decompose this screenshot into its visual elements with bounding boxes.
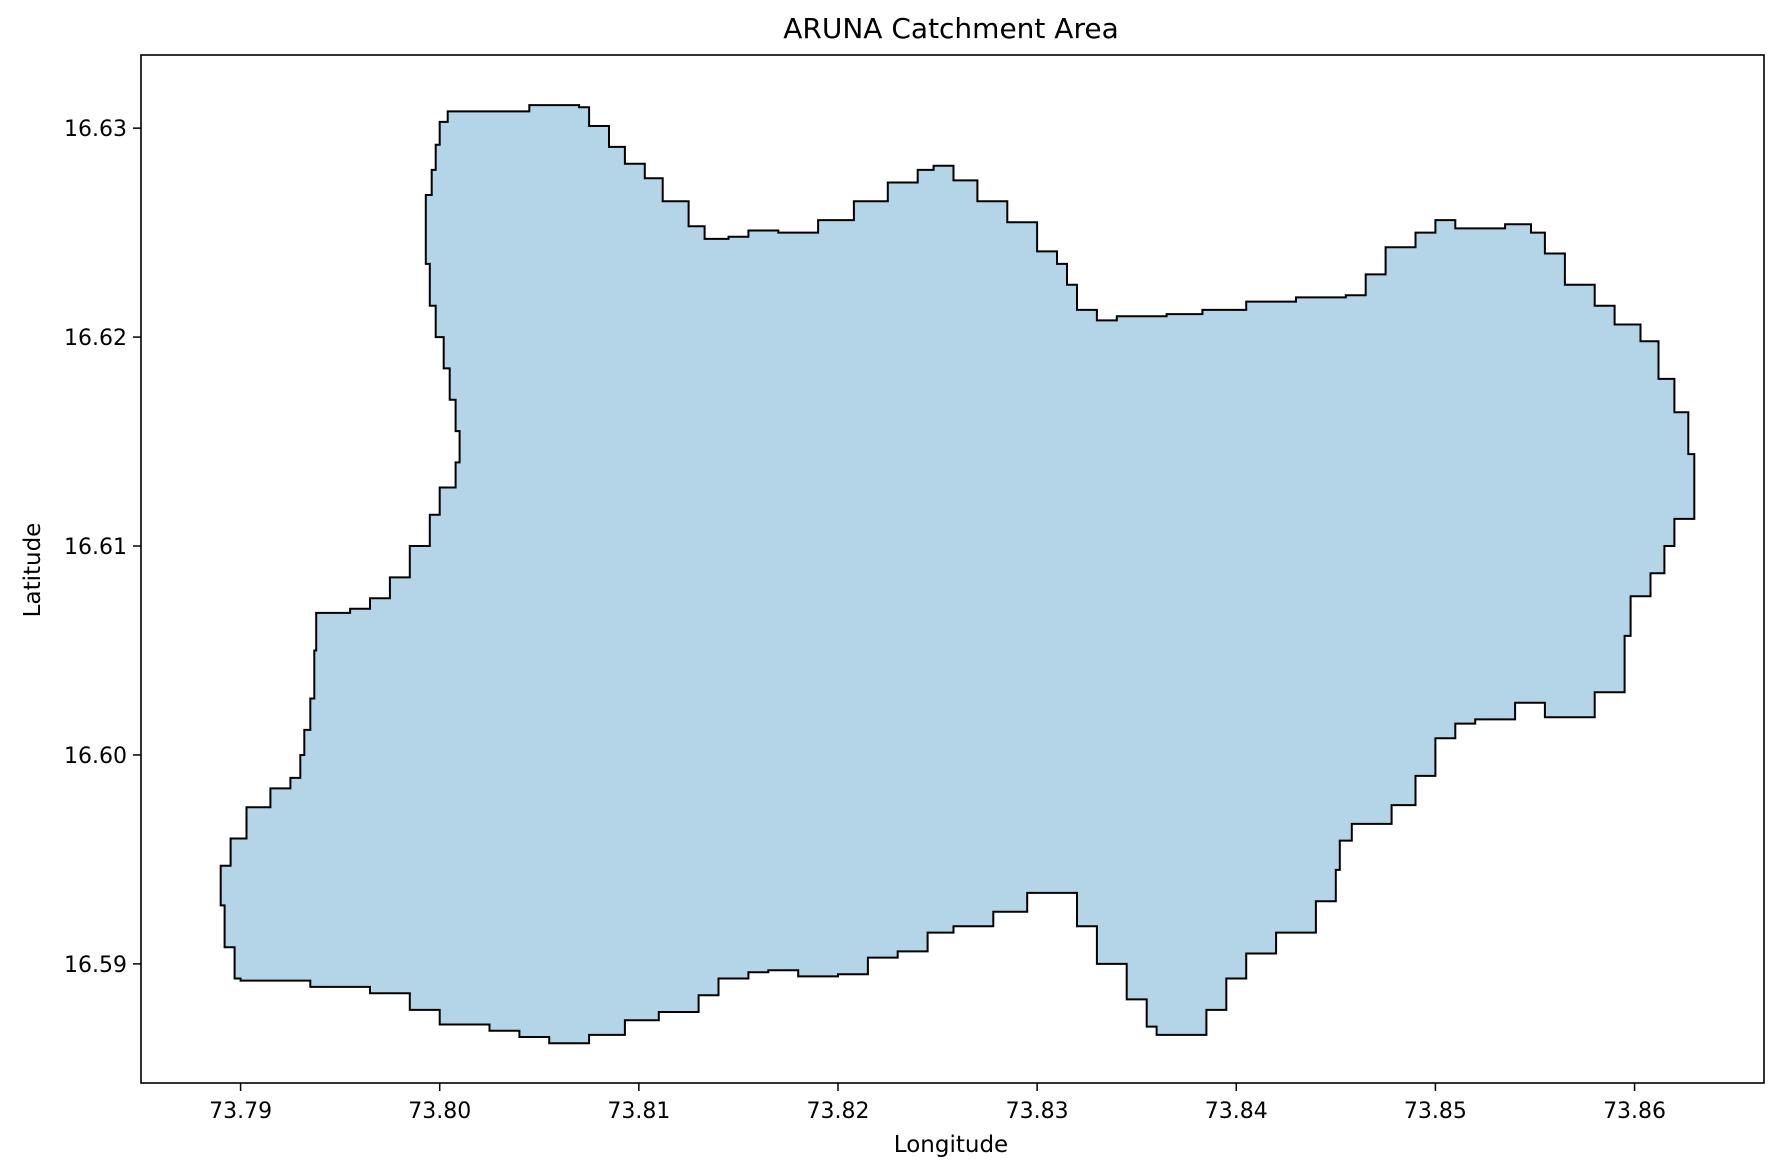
y-tick-label: 16.62 xyxy=(64,326,127,351)
x-axis-label: Longitude xyxy=(894,1132,1008,1158)
x-tick-label: 73.82 xyxy=(807,1099,870,1124)
x-tick-label: 73.83 xyxy=(1006,1099,1069,1124)
x-tick-label: 73.86 xyxy=(1603,1099,1666,1124)
x-axis-ticks: 73.79 73.80 73.81 73.82 73.83 73.84 73.85 73.86 xyxy=(209,1083,1666,1124)
y-axis-ticks: 16.59 16.60 16.61 16.62 16.63 xyxy=(64,117,141,978)
y-tick-label: 16.60 xyxy=(64,744,127,769)
x-tick-label: 73.81 xyxy=(607,1099,670,1124)
y-tick-label: 16.59 xyxy=(64,953,127,978)
chart-title: ARUNA Catchment Area xyxy=(783,12,1119,45)
axes-frame xyxy=(140,54,1765,1084)
x-tick-label: 73.84 xyxy=(1205,1099,1268,1124)
y-tick-label: 16.63 xyxy=(64,117,127,142)
y-axis-label: Latitude xyxy=(20,523,46,618)
x-tick-label: 73.80 xyxy=(408,1099,471,1124)
plot-area xyxy=(219,104,1696,1045)
y-tick-label: 16.61 xyxy=(64,535,127,560)
x-tick-label: 73.85 xyxy=(1404,1099,1467,1124)
x-tick-label: 73.79 xyxy=(209,1099,272,1124)
catchment-polygon xyxy=(219,104,1696,1045)
